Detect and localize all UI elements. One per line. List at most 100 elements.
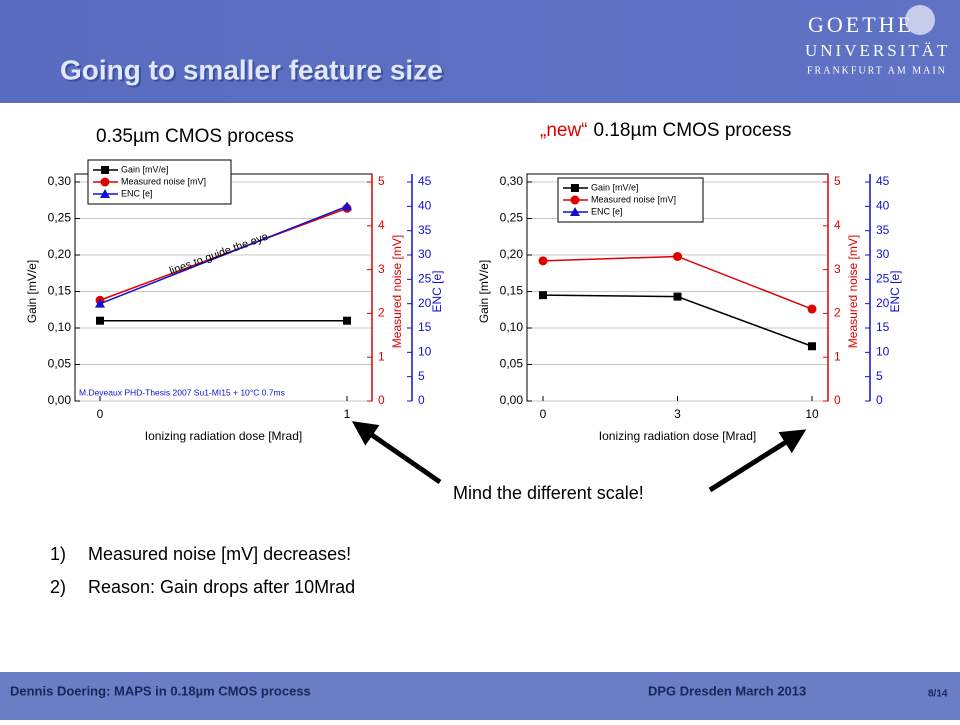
x-tick-label: 0	[97, 407, 104, 421]
y-axis-label: Gain [mV/e]	[477, 260, 491, 323]
arrow	[351, 421, 442, 485]
legend-label: Gain [mV/e]	[121, 164, 169, 174]
y-tick-label: 0,15	[500, 284, 524, 298]
y-tick-label: 0,30	[500, 174, 524, 188]
footer-band	[0, 672, 960, 720]
legend-marker	[100, 189, 110, 198]
y2-tick-label: 0	[378, 393, 385, 407]
logo-portrait	[905, 5, 935, 35]
watermark: M.Deveaux PHD-Thesis 2007 Su1-MI15 + 10°…	[79, 387, 285, 397]
footer-text: Dennis Doering: MAPS in 0.18µm CMOS proc…	[10, 683, 311, 698]
legend-label: Gain [mV/e]	[591, 182, 639, 192]
chart-heading: „new“ 0.18µm CMOS process	[540, 120, 791, 141]
y-tick-label: 0,15	[48, 284, 72, 298]
y3-tick-label: 0	[418, 393, 425, 407]
marker	[342, 201, 352, 211]
arrow	[708, 429, 807, 493]
y3-tick-label: 35	[418, 223, 432, 237]
slide-title: Going to smaller feature size	[60, 54, 443, 85]
y3-tick-label: 30	[876, 247, 890, 261]
y2-tick-label: 5	[834, 174, 841, 188]
y3-tick-label: 35	[876, 223, 890, 237]
y3-tick-label: 40	[876, 199, 890, 213]
y2-tick-label: 1	[834, 349, 841, 363]
y-axis-label: Gain [mV/e]	[25, 260, 39, 323]
y-tick-label: 0,10	[48, 320, 72, 334]
legend-label: ENC [e]	[591, 206, 623, 216]
y3-tick-label: 40	[418, 199, 432, 213]
x-axis-label: Ionizing radiation dose [Mrad]	[599, 429, 756, 443]
x-tick-label: 3	[674, 407, 681, 421]
header-band	[0, 0, 960, 103]
y2-tick-label: 3	[834, 262, 841, 276]
marker	[95, 298, 105, 308]
legend-marker	[571, 184, 579, 192]
legend-marker	[100, 177, 110, 187]
y3-tick-label: 20	[418, 296, 432, 310]
y-tick-label: 0,00	[500, 393, 524, 407]
logo-line: GOETHE	[808, 12, 914, 37]
y2-tick-label: 4	[834, 218, 841, 232]
x-tick-label: 0	[540, 407, 547, 421]
y-tick-label: 0,25	[48, 211, 72, 225]
y3-tick-label: 45	[418, 174, 432, 188]
y3-axis-label: ENC [e]	[430, 270, 444, 312]
marker	[808, 342, 816, 351]
list-number: 2)	[50, 577, 66, 597]
y3-tick-label: 5	[418, 369, 425, 383]
title-shadow: Going to smaller feature size	[62, 56, 445, 87]
y-tick-label: 0,05	[500, 357, 524, 371]
footer-text: DPG Dresden March 2013	[648, 683, 806, 698]
y-tick-label: 0,05	[48, 357, 72, 371]
list-item: Measured noise [mV] decreases!	[88, 544, 351, 564]
x-tick-label: 1	[344, 407, 351, 421]
y3-tick-label: 30	[418, 247, 432, 261]
y3-tick-label: 15	[418, 320, 432, 334]
y3-tick-label: 0	[876, 393, 883, 407]
list-item: Reason: Gain drops after 10Mrad	[88, 577, 355, 597]
legend-marker	[570, 195, 580, 205]
y-tick-label: 0,25	[500, 211, 524, 225]
x-tick-label: 10	[805, 407, 819, 421]
legend-marker	[101, 166, 109, 174]
y-tick-label: 0,10	[500, 320, 524, 334]
y2-axis-label: Measured noise [mV]	[390, 235, 404, 348]
marker	[673, 292, 682, 301]
y3-axis-label: ENC [e]	[888, 270, 902, 312]
y-tick-label: 0,30	[48, 174, 72, 188]
y3-tick-label: 15	[876, 320, 890, 334]
legend-marker	[570, 207, 580, 216]
legend-label: Measured noise [mV]	[121, 176, 206, 186]
page-number: 8/14	[928, 689, 948, 700]
series-line	[99, 205, 348, 305]
y2-tick-label: 0	[834, 393, 841, 407]
marker	[343, 316, 351, 325]
y2-tick-label: 5	[378, 174, 385, 188]
y3-tick-label: 10	[418, 345, 432, 359]
y2-tick-label: 4	[378, 218, 385, 232]
y2-axis-label: Measured noise [mV]	[846, 235, 860, 348]
marker	[807, 304, 817, 314]
heading-text: 0.18µm CMOS process	[594, 120, 792, 141]
list-number: 1)	[50, 544, 66, 564]
y2-tick-label: 3	[378, 262, 385, 276]
y3-tick-label: 45	[876, 174, 890, 188]
marker	[96, 316, 104, 325]
y-tick-label: 0,20	[500, 247, 524, 261]
y3-tick-label: 5	[876, 369, 883, 383]
logo-line: FRANKFURT AM MAIN	[807, 65, 947, 76]
y3-tick-label: 25	[418, 272, 432, 286]
legend-label: ENC [e]	[121, 188, 153, 198]
x-axis-label: Ionizing radiation dose [Mrad]	[145, 429, 302, 443]
chart-heading: 0.35µm CMOS process	[96, 126, 294, 147]
marker	[539, 291, 547, 300]
y3-tick-label: 10	[876, 345, 890, 359]
y2-tick-label: 2	[378, 306, 385, 320]
logo-line: UNIVERSITÄT	[805, 41, 950, 60]
y-tick-label: 0,00	[48, 393, 72, 407]
y3-tick-label: 25	[876, 272, 890, 286]
legend-label: Measured noise [mV]	[591, 194, 676, 204]
y3-tick-label: 20	[876, 296, 890, 310]
